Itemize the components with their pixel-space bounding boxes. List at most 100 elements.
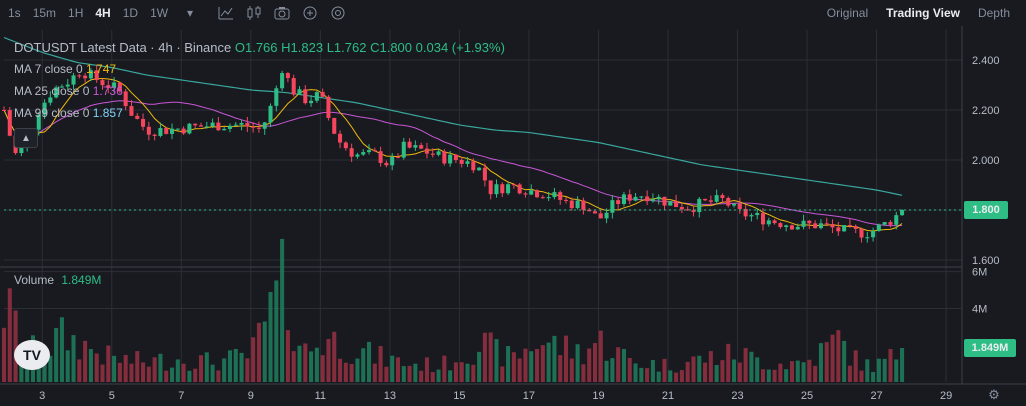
timeframe-1s[interactable]: 1s [8,6,21,20]
compare-icon[interactable] [328,3,348,23]
volume-bar [506,346,511,382]
volume-bar [169,367,175,382]
view-trading-view[interactable]: Trading View [886,6,960,20]
timeframe-1w[interactable]: 1W [150,6,169,20]
candle-body [847,225,852,227]
candle-body [523,193,528,195]
volume-bar [575,344,580,382]
candle-body [760,213,766,225]
volume-bar [372,363,377,382]
candle-body [471,161,476,171]
volume-bar [737,362,742,382]
time-tick-label: 9 [248,390,254,402]
volume-bar [419,370,424,382]
candle-body [627,194,632,201]
volume-bar [71,335,76,382]
volume-bar [535,348,540,382]
view-original[interactable]: Original [826,6,869,20]
ma99-legend[interactable]: MA 99 close 0 1.857 [14,106,123,120]
candle-body [349,148,354,157]
ma25-value: 1.736 [92,84,123,98]
candle-body [181,128,186,134]
candle-body [535,190,540,198]
volume-bar [233,348,238,382]
candle-body [48,97,53,103]
price-volume-chart[interactable]: 2.400 2.200 2.000 1.800 1.600 3 5 7 9 11 13 15 17 19 2… [0,26,1026,406]
candle-body [477,167,482,171]
candle-body [558,192,563,200]
gear-icon[interactable]: ⚙ [988,387,1000,402]
timeframe-4h[interactable]: 4H [95,6,111,20]
ma7-legend[interactable]: MA 7 close 0 1.747 [14,62,116,76]
candle-body [842,225,847,232]
volume-bar [181,363,186,382]
volume-bar [650,360,655,382]
candle-body [587,209,592,212]
candle-body [494,184,499,195]
volume-bar [778,363,783,382]
candle-body [859,228,864,238]
volume-bar [760,369,766,382]
volume-bar [471,364,476,382]
volume-bar [708,351,713,382]
timeframe-1h[interactable]: 1H [68,6,84,20]
candle-body [187,123,192,134]
volume-bar [563,335,569,382]
ma25-legend[interactable]: MA 25 close 0 1.736 [14,84,123,98]
candle-body [419,145,424,149]
candle-body [900,210,905,216]
candle-body [488,180,493,195]
volume-bar [251,337,256,382]
candle-body [871,230,876,238]
candle-body [309,100,314,104]
add-icon[interactable] [300,3,320,23]
volume-bar [465,363,470,382]
volume-bar [407,365,412,382]
volume-bar [592,343,598,382]
candle-type-icon[interactable] [244,3,264,23]
ohlc-open: O1.766 [234,40,278,55]
collapse-legend-button[interactable]: ▲ [14,128,38,148]
candle-body [581,200,586,210]
candle-body [465,161,470,164]
timeframe-1d[interactable]: 1D [122,6,139,20]
chevron-down-icon[interactable]: ▾ [187,6,194,20]
chart-area[interactable]: 2.400 2.200 2.000 1.800 1.600 3 5 7 9 11 13 15 17 19 2… [0,26,1026,406]
price-tick-label: 2.200 [972,105,1000,117]
time-tick-label: 5 [109,390,115,402]
candle-body [616,200,621,204]
volume-bar [824,342,829,382]
candle-body [563,199,569,201]
time-tick-label: 21 [662,390,674,402]
candle-body [65,84,70,87]
volume-bar [210,364,215,382]
candle-body [679,207,684,210]
volume-bar [720,360,725,382]
candle-body [285,73,290,79]
candle-body [511,184,516,186]
volume-bar [853,350,858,382]
candle-body [506,184,511,194]
candle-body [894,215,899,225]
volume-bar [320,355,325,382]
view-depth[interactable]: Depth [977,6,1010,20]
tradingview-logo[interactable]: TV [14,340,50,370]
candle-body [407,141,412,148]
volume-bar [604,360,609,382]
volume-bar [117,362,122,382]
candle-body [424,148,429,154]
indicator-icon[interactable] [216,3,236,23]
volume-bar [552,335,557,382]
volume-bar [106,345,111,382]
volume-bar [818,343,823,382]
candle-body [401,141,406,158]
candle-body [361,152,366,155]
volume-bar [813,365,818,382]
volume-bar [674,372,679,382]
camera-icon[interactable] [272,3,292,23]
time-tick-label: 19 [592,390,604,402]
volume-bar [164,370,169,382]
volume-bar [621,348,626,382]
volume-bar [13,310,18,382]
timeframe-15m[interactable]: 15m [32,6,57,20]
